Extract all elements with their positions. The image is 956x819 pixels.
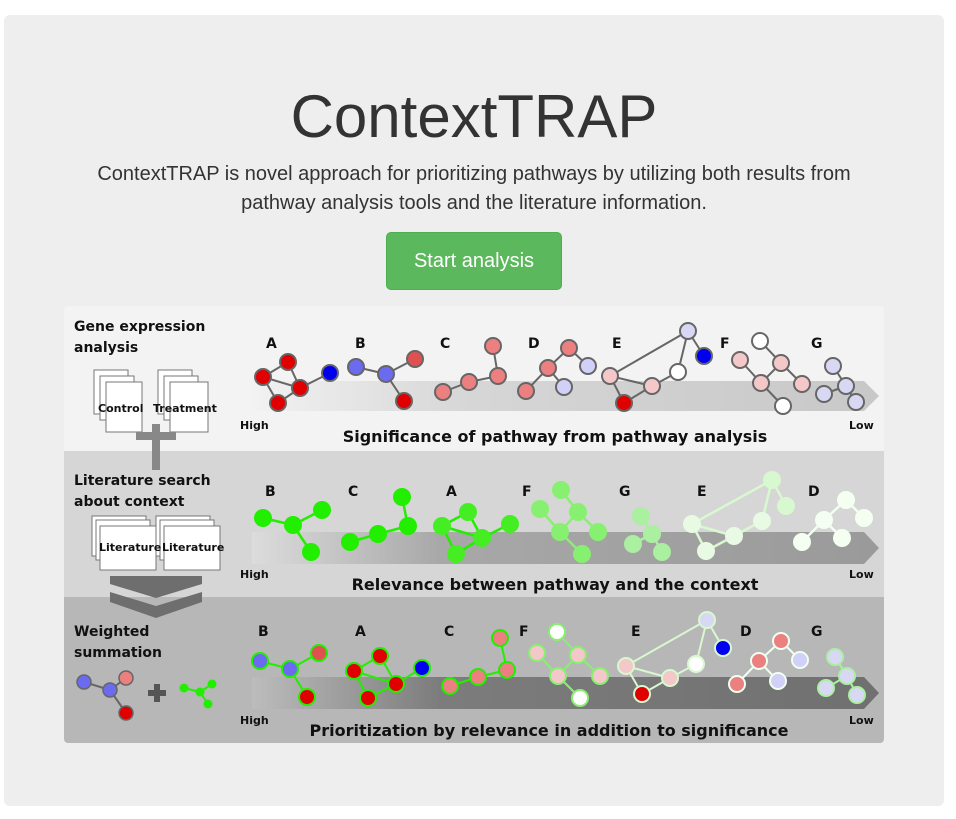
low-label: Low: [849, 568, 874, 581]
plus-icon: [148, 684, 166, 702]
pathway-network-c: [341, 488, 417, 551]
start-analysis-button[interactable]: Start analysis: [386, 232, 562, 290]
page-title: ContextTRAP: [290, 83, 658, 150]
pathway-network-b: [254, 501, 331, 561]
pathway-network-f: [528, 623, 609, 707]
row-left-title: Weighted: [74, 624, 149, 640]
pathway-label: A: [355, 624, 366, 640]
pathway-label: D: [808, 484, 820, 500]
pathway-network-c: [434, 337, 507, 401]
row-left-title: about context: [74, 494, 185, 510]
pathway-label: B: [265, 484, 276, 500]
workflow-figure: Gene expression analysis Control Treatme…: [64, 306, 884, 743]
pathway-label: G: [811, 336, 823, 352]
document-stack-icon: [91, 515, 221, 571]
lead-text: ContextTRAP is novel approach for priori…: [97, 163, 851, 214]
pathway-label: F: [519, 624, 529, 640]
pathway-label: E: [631, 624, 641, 640]
pathway-network-a: [254, 353, 339, 412]
pathway-label: C: [348, 484, 358, 500]
pathway-network-d: [793, 491, 873, 551]
pathway-network-d: [517, 339, 597, 400]
pathway-label: D: [740, 624, 752, 640]
row-caption: Prioritization by relevance in addition …: [310, 721, 789, 740]
pathway-label: F: [720, 336, 730, 352]
pathway-network-a: [345, 647, 431, 707]
pathway-label: C: [440, 336, 450, 352]
pathway-label: D: [528, 336, 540, 352]
small-network-icon: [179, 679, 217, 709]
pathway-label: F: [522, 484, 532, 500]
pathway-network-g: [817, 648, 866, 704]
row-left-title: Gene expression: [74, 319, 205, 335]
row-left-title: analysis: [74, 340, 138, 356]
high-label: High: [240, 568, 269, 581]
high-label: High: [240, 419, 269, 432]
pathway-label: A: [446, 484, 457, 500]
pathway-label: B: [258, 624, 269, 640]
pathway-network-g: [624, 507, 671, 561]
doc-label: Treatment: [153, 402, 217, 415]
pathway-label: E: [697, 484, 707, 500]
pathway-label: G: [619, 484, 631, 500]
row-left-title: summation: [74, 645, 162, 661]
ranking-arrow: [252, 532, 879, 564]
chevron-down-icon: [110, 576, 202, 618]
doc-label: Literature: [99, 541, 161, 554]
small-network-icon: [76, 670, 134, 721]
low-label: Low: [849, 714, 874, 727]
pathway-network-a: [433, 503, 519, 563]
pathway-network-d: [728, 632, 809, 693]
workflow-diagram: Gene expression analysis Control Treatme…: [64, 306, 884, 743]
doc-label: Control: [98, 402, 143, 415]
pathway-label: C: [444, 624, 454, 640]
pathway-network-f: [531, 481, 607, 563]
row-caption: Significance of pathway from pathway ana…: [343, 427, 768, 446]
pathway-network-g: [815, 357, 865, 411]
ranking-arrow: [252, 677, 879, 709]
row-left-title: Literature search: [74, 473, 211, 489]
pathway-network-e: [601, 322, 713, 412]
high-label: High: [240, 714, 269, 727]
pathway-network-b: [251, 644, 328, 706]
doc-label: Literature: [162, 541, 224, 554]
pathway-label: E: [612, 336, 622, 352]
low-label: Low: [849, 419, 874, 432]
pathway-network-e: [683, 471, 795, 560]
pathway-network-f: [731, 332, 811, 415]
row-caption: Relevance between pathway and the contex…: [352, 575, 759, 594]
pathway-network-c: [441, 629, 516, 695]
pathway-label: G: [811, 624, 823, 640]
document-stack-icon: [93, 369, 209, 433]
pathway-network-e: [617, 611, 732, 703]
plus-icon: [136, 424, 176, 470]
pathway-label: A: [266, 336, 277, 352]
pathway-network-b: [347, 350, 424, 410]
pathway-label: B: [355, 336, 366, 352]
